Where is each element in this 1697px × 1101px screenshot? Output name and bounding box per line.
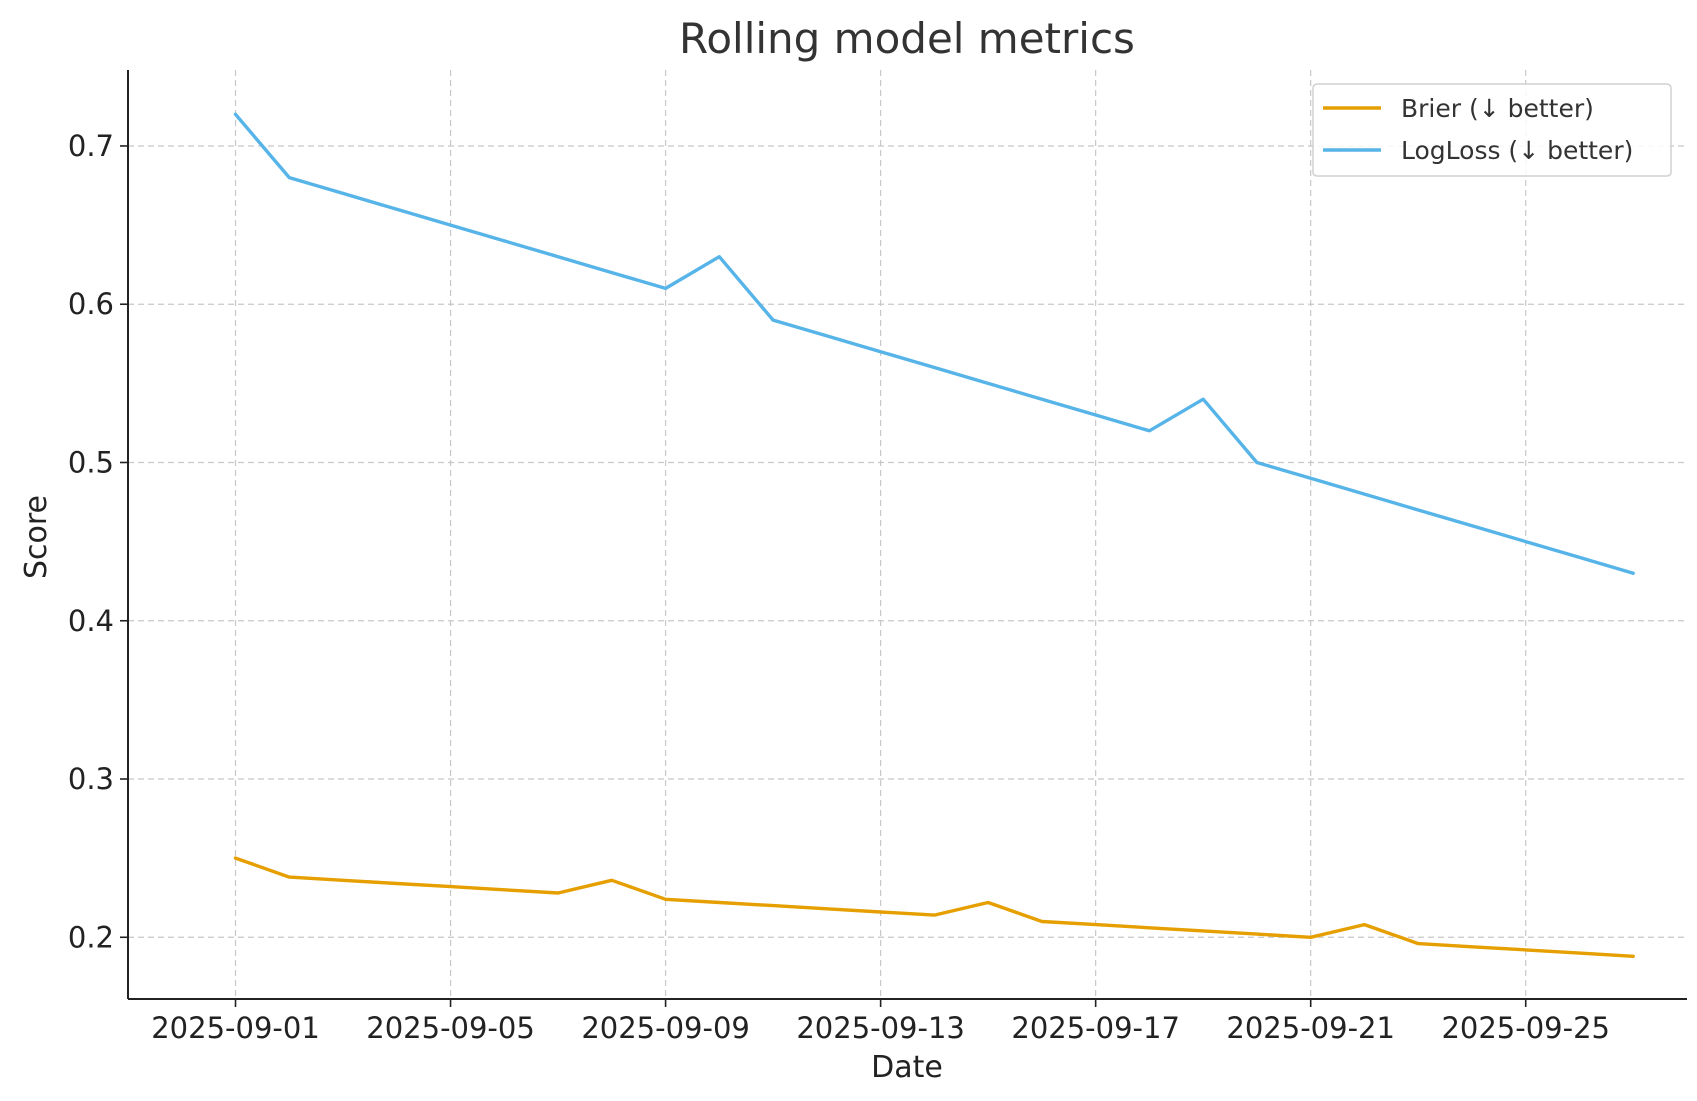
legend: Brier (↓ better) LogLoss (↓ better)	[1312, 83, 1672, 177]
y-tick-label: 0.7	[68, 129, 114, 163]
x-tick-label: 2025-09-25	[1441, 1011, 1610, 1045]
y-tick-label: 0.3	[68, 762, 114, 796]
x-tick-label: 2025-09-13	[796, 1011, 965, 1045]
series-lines	[233, 112, 1635, 958]
series-line-logloss	[233, 112, 1635, 575]
x-tick-label: 2025-09-05	[366, 1011, 535, 1045]
series-line-brier	[233, 856, 1635, 958]
x-tick-label: 2025-09-01	[151, 1011, 320, 1045]
y-axis-label: Score	[19, 495, 54, 579]
x-tick-label: 2025-09-17	[1011, 1011, 1180, 1045]
y-tick-label: 0.5	[68, 445, 114, 479]
x-axis-label: Date	[871, 1050, 943, 1085]
legend-label: Brier (↓ better)	[1401, 94, 1594, 123]
y-tick-label: 0.4	[68, 604, 114, 638]
x-tick-label: 2025-09-09	[581, 1011, 750, 1045]
axes: 2025-09-01 2025-09-05 2025-09-09 2025-09-13…	[68, 70, 1687, 1045]
x-tick-label: 2025-09-21	[1226, 1011, 1395, 1045]
legend-label: LogLoss (↓ better)	[1401, 136, 1633, 165]
grid	[128, 70, 1687, 999]
legend-box	[1312, 83, 1672, 177]
chart-title: Rolling model metrics	[679, 14, 1135, 63]
y-tick-label: 0.2	[68, 920, 114, 954]
y-tick-label: 0.6	[68, 287, 114, 321]
